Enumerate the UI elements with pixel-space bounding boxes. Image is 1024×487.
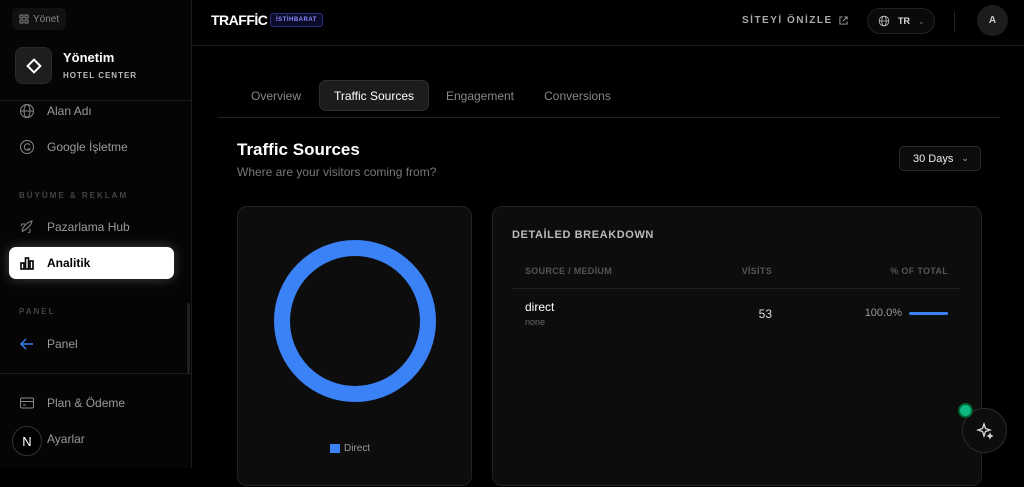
tabs-divider	[218, 117, 1000, 118]
google-icon	[20, 140, 34, 154]
external-link-icon	[839, 16, 848, 25]
sidebar-item-domain[interactable]: Alan Adı	[9, 95, 174, 127]
brand-logo	[15, 47, 52, 84]
date-range-value: 30 Days	[913, 152, 954, 165]
column-header-source: SOURCE / MEDİUM	[525, 266, 613, 276]
legend-swatch	[330, 444, 340, 453]
sidebar-item-label: Alan Adı	[47, 104, 92, 118]
tab-engagement[interactable]: Engagement	[445, 88, 515, 103]
tab-traffic-sources[interactable]: Traffic Sources	[319, 80, 429, 111]
sidebar-item-label: Google İşletme	[47, 140, 128, 154]
credit-card-icon	[20, 397, 34, 409]
avatar[interactable]: A	[977, 5, 1008, 36]
row-percent: 100.0%	[864, 307, 902, 319]
manage-label: Yönet	[33, 13, 60, 25]
globe-icon	[878, 15, 890, 27]
sidebar-item-label: Plan & Ödeme	[47, 396, 126, 410]
chart-legend: Direct	[330, 443, 370, 454]
rocket-icon	[20, 220, 33, 234]
section-growth: BÜYÜME & REKLAM	[19, 191, 129, 200]
sparkles-icon	[975, 421, 994, 440]
divider	[0, 100, 191, 101]
sidebar-item-analytics[interactable]: Analitik	[9, 247, 174, 279]
divider	[954, 11, 955, 31]
tab-overview[interactable]: Overview	[250, 88, 301, 103]
arrow-left-icon	[20, 338, 33, 350]
sidebar-item-label: Panel	[47, 337, 78, 351]
status-indicator	[958, 403, 973, 418]
sidebar-item-label: Pazarlama Hub	[47, 220, 130, 234]
preview-label: SİTEYİ ÖNİZLE	[742, 15, 833, 26]
row-visits: 53	[758, 307, 772, 321]
donut-chart-card: Direct	[237, 206, 472, 486]
preview-site-link[interactable]: SİTEYİ ÖNİZLE	[742, 15, 848, 26]
globe-icon	[20, 104, 34, 118]
sidebar: Yönet Yönetim HOTEL CENTER Alan Adı Goog…	[0, 0, 192, 468]
sidebar-item-settings[interactable]: Ayarlar	[9, 423, 174, 455]
brand-title: Yönetim	[63, 50, 115, 65]
column-header-percent: % OF TOTAL	[890, 266, 948, 276]
sidebar-item-google-business[interactable]: Google İşletme	[9, 131, 174, 163]
row-medium: none	[525, 317, 546, 327]
donut-chart	[274, 240, 436, 402]
grid-icon	[19, 14, 29, 24]
breakdown-card	[492, 206, 982, 486]
sidebar-item-label: Ayarlar	[47, 432, 85, 446]
chevron-down-icon: ⌄	[961, 153, 969, 163]
chevron-down-icon: ⌄	[918, 16, 925, 26]
sidebar-item-marketing-hub[interactable]: Pazarlama Hub	[9, 211, 174, 243]
language-label: TR	[898, 16, 910, 26]
top-header: TRAFFİC İSTİHBARAT SİTEYİ ÖNİZLE TR ⌄ A	[192, 0, 1024, 46]
sidebar-item-billing[interactable]: Plan & Ödeme	[9, 387, 174, 419]
donut-segment-direct[interactable]	[274, 240, 436, 402]
page-subtitle: Where are your visitors coming from?	[237, 165, 437, 179]
manage-button[interactable]: Yönet	[12, 8, 66, 30]
sidebar-item-panel[interactable]: Panel	[9, 328, 174, 360]
percent-bar-track	[909, 312, 948, 315]
tab-conversions[interactable]: Conversions	[544, 88, 611, 103]
legend-label: Direct	[344, 443, 371, 454]
app-logo: TRAFFİC	[211, 12, 268, 28]
divider	[512, 288, 960, 289]
date-range-select[interactable]: 30 Days ⌄	[899, 146, 981, 171]
logo-badge: İSTİHBARAT	[270, 13, 323, 27]
page-title: Traffic Sources	[237, 140, 360, 159]
row-source: direct	[525, 300, 555, 314]
percent-bar-fill	[909, 312, 948, 315]
n-badge[interactable]: N	[12, 426, 42, 456]
section-panel: PANEL	[19, 307, 56, 316]
divider	[0, 373, 191, 374]
sidebar-scrollbar[interactable]	[187, 303, 190, 373]
breakdown-title: DETAİLED BREAKDOWN	[512, 229, 654, 241]
bar-chart-icon	[20, 257, 34, 270]
brand-subtitle: HOTEL CENTER	[63, 71, 138, 80]
diamond-icon	[25, 57, 42, 74]
column-header-visits: VİSİTS	[741, 266, 772, 276]
language-selector[interactable]: TR ⌄	[867, 8, 935, 34]
sidebar-item-label: Analitik	[47, 256, 91, 270]
